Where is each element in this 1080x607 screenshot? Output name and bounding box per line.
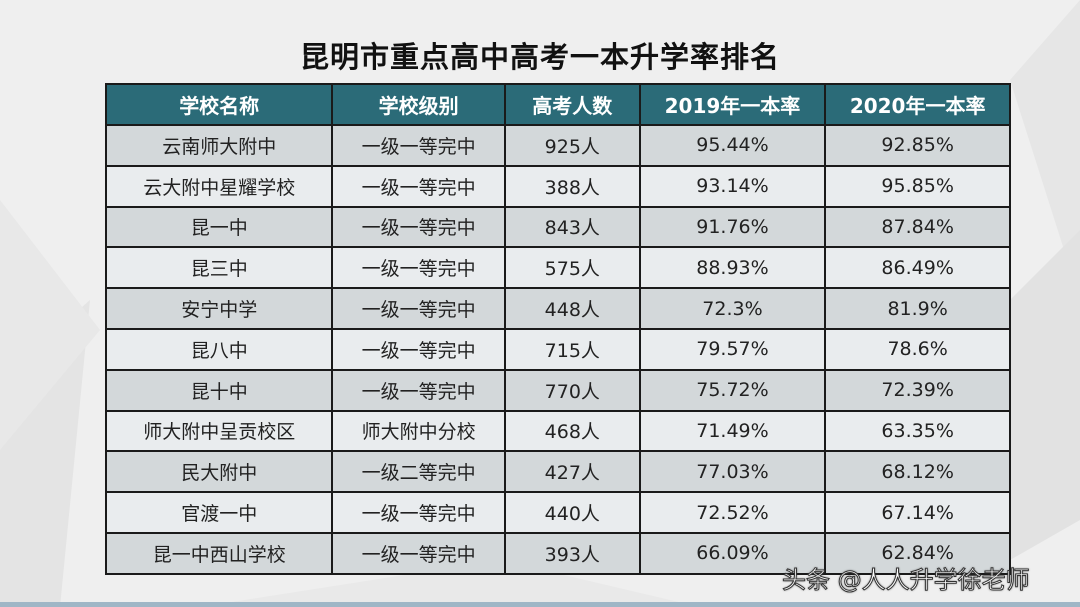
cell-school-level: 师大附中分校: [331, 409, 506, 453]
cell-school-level: 一级一等完中: [331, 205, 506, 249]
header-2020-rate: 2020年一本率: [824, 83, 1011, 126]
table-row: 云南师大附中 一级一等完中 925人 95.44% 92.85%: [104, 124, 1011, 167]
cell-school-name: 师大附中呈贡校区: [104, 409, 334, 453]
header-2019-rate: 2019年一本率: [638, 83, 827, 126]
table-row: 安宁中学 一级一等完中 448人 72.3% 81.9%: [104, 287, 1011, 330]
cell-rate-2019: 88.93%: [638, 246, 827, 290]
cell-school-name: 云大附中星耀学校: [104, 164, 334, 208]
cell-rate-2020: 67.14%: [824, 491, 1011, 534]
table-row: 昆十中 一级一等完中 770人 75.72% 72.39%: [104, 368, 1011, 412]
cell-rate-2019: 79.57%: [638, 327, 827, 371]
table-row: 云大附中星耀学校 一级一等完中 388人 93.14% 95.85%: [104, 164, 1011, 208]
cell-rate-2020: 62.84%: [824, 531, 1011, 575]
cell-school-level: 一级一等完中: [331, 491, 506, 534]
cell-rate-2020: 63.35%: [824, 409, 1011, 453]
cell-exam-count: 440人: [503, 491, 641, 534]
header-school-name: 学校名称: [104, 83, 334, 126]
cell-exam-count: 427人: [503, 450, 641, 494]
page-title: 昆明市重点高中高考一本升学率排名: [299, 40, 780, 74]
cell-school-name: 云南师大附中: [104, 124, 334, 167]
cell-rate-2020: 72.39%: [824, 368, 1011, 412]
cell-rate-2019: 91.76%: [638, 205, 827, 249]
cell-rate-2019: 93.14%: [638, 164, 827, 208]
table-row: 昆一中 一级一等完中 843人 91.76% 87.84%: [104, 205, 1011, 249]
cell-school-level: 一级一等完中: [331, 246, 506, 290]
cell-rate-2019: 66.09%: [638, 531, 827, 575]
table-row: 官渡一中 一级一等完中 440人 72.52% 67.14%: [104, 491, 1011, 534]
cell-rate-2020: 81.9%: [824, 287, 1011, 330]
cell-rate-2019: 75.72%: [638, 368, 827, 412]
cell-school-name: 昆一中西山学校: [104, 531, 334, 575]
table-header-row: 学校名称 学校级别 高考人数 2019年一本率 2020年一本率: [104, 83, 1011, 126]
watermark: 头条 @人人升学徐老师: [782, 566, 1031, 595]
cell-exam-count: 575人: [503, 246, 641, 290]
cell-school-level: 一级一等完中: [331, 368, 506, 412]
cell-exam-count: 925人: [503, 124, 641, 167]
table-row: 师大附中呈贡校区 师大附中分校 468人 71.49% 63.35%: [104, 409, 1011, 453]
table-row: 昆八中 一级一等完中 715人 79.57% 78.6%: [104, 327, 1011, 371]
cell-rate-2019: 72.52%: [638, 491, 827, 534]
bottom-bar: [0, 602, 1080, 607]
cell-rate-2019: 95.44%: [638, 124, 827, 167]
header-school-level: 学校级别: [331, 83, 506, 126]
cell-school-name: 民大附中: [104, 450, 334, 494]
cell-school-level: 一级一等完中: [331, 531, 506, 575]
cell-rate-2020: 95.85%: [824, 164, 1011, 208]
ranking-table: 学校名称 学校级别 高考人数 2019年一本率 2020年一本率 云南师大附中一…: [104, 83, 1011, 575]
cell-rate-2019: 77.03%: [638, 450, 827, 494]
cell-exam-count: 770人: [503, 368, 641, 412]
cell-exam-count: 393人: [503, 531, 641, 575]
header-exam-count: 高考人数: [503, 83, 641, 126]
cell-exam-count: 388人: [503, 164, 641, 208]
cell-school-name: 昆三中: [104, 246, 334, 290]
cell-exam-count: 715人: [503, 327, 641, 371]
cell-exam-count: 448人: [503, 287, 641, 330]
cell-school-level: 一级一等完中: [331, 164, 506, 208]
cell-rate-2020: 87.84%: [824, 205, 1011, 249]
cell-rate-2020: 68.12%: [824, 450, 1011, 494]
table-row: 民大附中 一级二等完中 427人 77.03% 68.12%: [104, 450, 1011, 494]
cell-rate-2020: 86.49%: [824, 246, 1011, 290]
cell-school-name: 昆十中: [104, 368, 334, 412]
cell-school-level: 一级一等完中: [331, 327, 506, 371]
cell-school-level: 一级二等完中: [331, 450, 506, 494]
cell-school-level: 一级一等完中: [331, 124, 506, 167]
cell-exam-count: 468人: [503, 409, 641, 453]
cell-rate-2020: 92.85%: [824, 124, 1011, 167]
cell-school-name: 昆八中: [104, 327, 334, 371]
cell-rate-2020: 78.6%: [824, 327, 1011, 371]
cell-school-name: 官渡一中: [104, 491, 334, 534]
cell-exam-count: 843人: [503, 205, 641, 249]
cell-school-name: 安宁中学: [104, 287, 334, 330]
cell-school-level: 一级一等完中: [331, 287, 506, 330]
table-row: 昆一中西山学校 一级一等完中 393人 66.09% 62.84%: [104, 531, 1011, 575]
table-row: 昆三中 一级一等完中 575人 88.93% 86.49%: [104, 246, 1011, 290]
cell-rate-2019: 72.3%: [638, 287, 827, 330]
cell-rate-2019: 71.49%: [638, 409, 827, 453]
cell-school-name: 昆一中: [104, 205, 334, 249]
